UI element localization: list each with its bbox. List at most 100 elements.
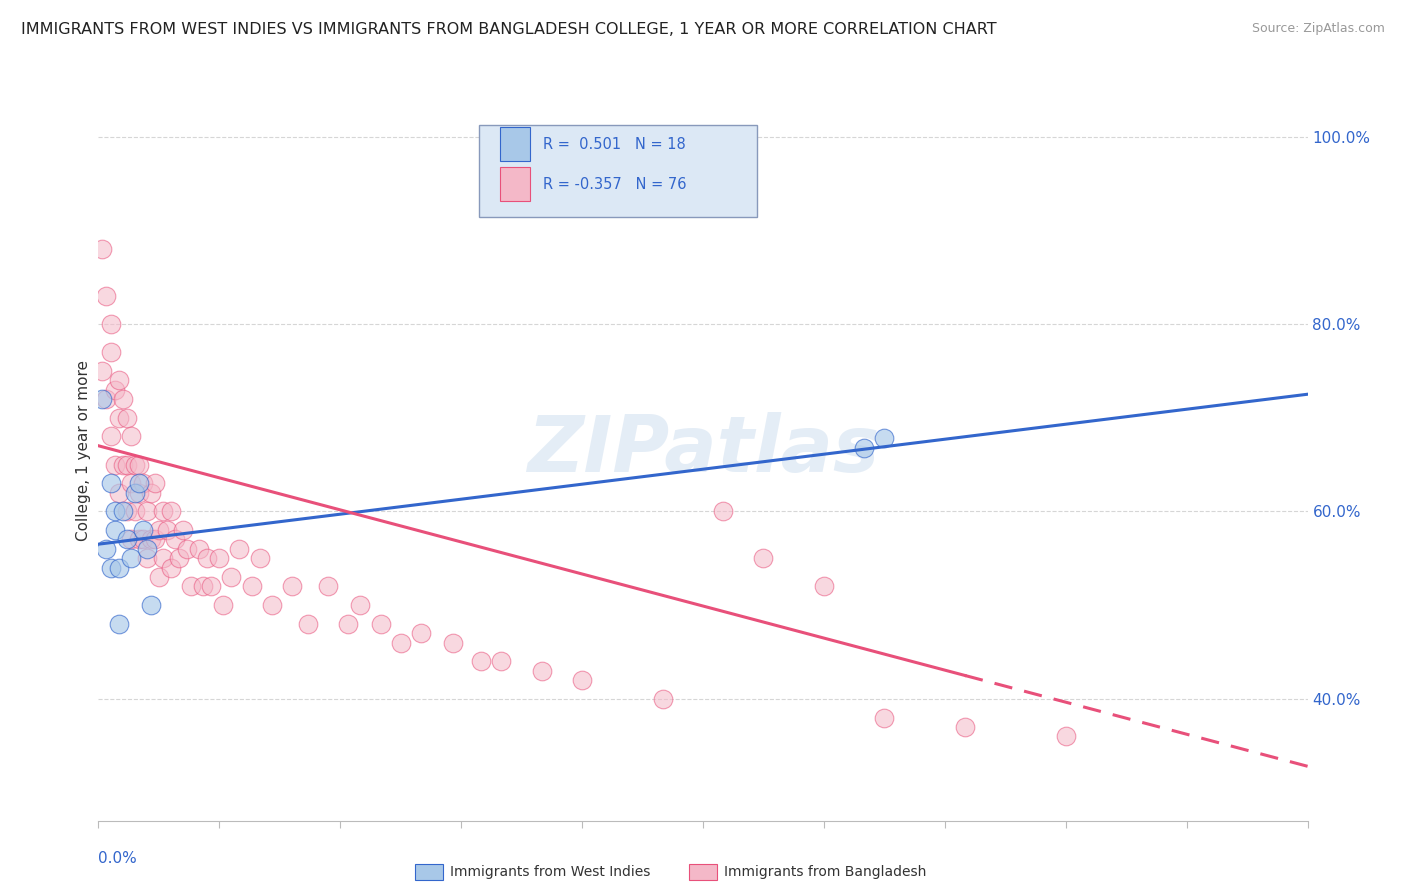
Text: ZIPatlas: ZIPatlas xyxy=(527,412,879,489)
Point xyxy=(752,551,775,566)
Point xyxy=(143,533,166,547)
Point xyxy=(389,635,412,649)
Point xyxy=(107,373,129,387)
Point xyxy=(260,598,283,612)
Point xyxy=(316,579,339,593)
Point xyxy=(100,317,122,331)
Point xyxy=(143,476,166,491)
Point xyxy=(188,541,211,556)
Point xyxy=(128,533,150,547)
Point xyxy=(221,570,243,584)
Point xyxy=(228,541,250,556)
Point xyxy=(128,476,150,491)
Point xyxy=(111,458,134,472)
Point xyxy=(176,541,198,556)
Point xyxy=(281,579,304,593)
Text: Immigrants from Bangladesh: Immigrants from Bangladesh xyxy=(724,865,927,880)
Point xyxy=(152,551,174,566)
Point xyxy=(135,504,157,518)
Point xyxy=(100,345,122,359)
Point xyxy=(107,560,129,574)
Point xyxy=(128,458,150,472)
Point xyxy=(156,523,179,537)
Point xyxy=(873,710,896,724)
Point xyxy=(115,504,138,518)
Point xyxy=(172,523,194,537)
Point xyxy=(100,429,122,443)
Point xyxy=(124,458,146,472)
Point xyxy=(160,560,183,574)
Point xyxy=(297,616,319,631)
Point xyxy=(1054,729,1077,743)
Point xyxy=(103,383,125,397)
Text: 0.0%: 0.0% xyxy=(98,851,138,866)
Point xyxy=(107,410,129,425)
Text: IMMIGRANTS FROM WEST INDIES VS IMMIGRANTS FROM BANGLADESH COLLEGE, 1 YEAR OR MOR: IMMIGRANTS FROM WEST INDIES VS IMMIGRANT… xyxy=(21,22,997,37)
Point xyxy=(111,504,134,518)
FancyBboxPatch shape xyxy=(501,128,530,161)
Point xyxy=(167,551,190,566)
Point xyxy=(441,635,464,649)
Point xyxy=(128,485,150,500)
Point xyxy=(212,598,235,612)
Point xyxy=(163,533,186,547)
Point xyxy=(96,541,118,556)
Point xyxy=(180,579,202,593)
Point xyxy=(370,616,392,631)
Point xyxy=(195,551,218,566)
Point xyxy=(135,541,157,556)
Point xyxy=(200,579,222,593)
Point xyxy=(100,476,122,491)
Point xyxy=(337,616,360,631)
Point xyxy=(111,392,134,406)
Text: Immigrants from West Indies: Immigrants from West Indies xyxy=(450,865,651,880)
Point xyxy=(148,570,170,584)
Point xyxy=(249,551,271,566)
Point xyxy=(115,458,138,472)
Point xyxy=(873,431,896,445)
Point xyxy=(711,504,734,518)
Point xyxy=(96,289,118,303)
Text: R = -0.357   N = 76: R = -0.357 N = 76 xyxy=(543,177,688,192)
Point xyxy=(132,476,155,491)
Point xyxy=(651,691,673,706)
Point xyxy=(139,598,162,612)
Point xyxy=(530,664,553,678)
Point xyxy=(152,504,174,518)
Point xyxy=(107,485,129,500)
Text: R =  0.501   N = 18: R = 0.501 N = 18 xyxy=(543,136,686,152)
Point xyxy=(91,392,114,406)
Point xyxy=(103,458,125,472)
Point xyxy=(91,242,114,256)
Point xyxy=(240,579,263,593)
Point xyxy=(491,654,513,668)
Point xyxy=(571,673,593,687)
Point xyxy=(103,523,125,537)
Point xyxy=(120,476,142,491)
Point xyxy=(107,616,129,631)
Point xyxy=(193,579,215,593)
Point xyxy=(124,504,146,518)
Y-axis label: College, 1 year or more: College, 1 year or more xyxy=(76,360,91,541)
Point xyxy=(135,551,157,566)
Point xyxy=(120,533,142,547)
Point xyxy=(813,579,835,593)
Point xyxy=(139,533,162,547)
Point xyxy=(115,533,138,547)
Point xyxy=(160,504,183,518)
Point xyxy=(132,523,155,537)
Point xyxy=(103,504,125,518)
FancyBboxPatch shape xyxy=(501,168,530,201)
Point xyxy=(139,485,162,500)
Point xyxy=(132,533,155,547)
Point xyxy=(853,441,876,455)
Point xyxy=(100,560,122,574)
Point xyxy=(124,485,146,500)
Point xyxy=(115,410,138,425)
Text: Source: ZipAtlas.com: Source: ZipAtlas.com xyxy=(1251,22,1385,36)
Point xyxy=(953,720,976,734)
Point xyxy=(208,551,231,566)
Point xyxy=(349,598,371,612)
Point xyxy=(409,626,432,640)
Point xyxy=(120,551,142,566)
